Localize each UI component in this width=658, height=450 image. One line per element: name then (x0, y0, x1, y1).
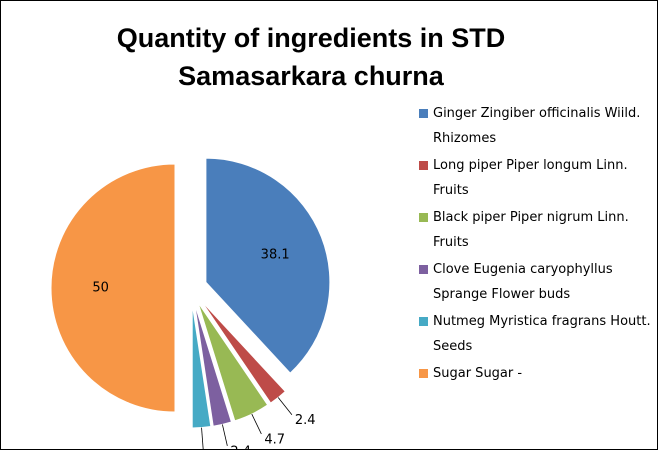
legend-swatch (419, 213, 428, 222)
legend-label: Sugar Sugar - (433, 366, 523, 381)
leader-line (251, 413, 262, 435)
legend-swatch (419, 317, 428, 326)
pie-slice (194, 303, 233, 427)
data-label: 50 (92, 281, 109, 296)
legend-entry: Long piper Piper longum Linn. Fruits (417, 153, 657, 205)
data-label: 38.1 (261, 247, 290, 262)
data-label: 2.4 (206, 448, 227, 449)
legend-entry: Clove Eugenia caryophyllus Sprange Flowe… (417, 257, 657, 309)
legend-label: Long piper Piper longum Linn. Fruits (433, 158, 628, 198)
data-label: 2.4 (295, 413, 316, 428)
data-label: 4.7 (264, 432, 285, 447)
legend-swatch (419, 161, 428, 170)
pie-slice (205, 157, 331, 374)
legend: Ginger Zingiber officinalis Wiild. Rhizo… (417, 101, 657, 413)
legend-entry: Black piper Piper nigrum Linn. Fruits (417, 205, 657, 257)
legend-swatch (419, 109, 428, 118)
legend-entry: Ginger Zingiber officinalis Wiild. Rhizo… (417, 101, 657, 153)
legend-swatch (419, 369, 428, 378)
data-label: 2.4 (230, 444, 251, 449)
leader-line (201, 427, 204, 449)
legend-label: Ginger Zingiber officinalis Wiild. Rhizo… (433, 106, 641, 146)
legend-label: Black piper Piper nigrum Linn. Fruits (433, 210, 629, 250)
legend-label: Nutmeg Myristica fragrans Houtt. Seeds (433, 314, 651, 354)
legend-label: Clove Eugenia caryophyllus Sprange Flowe… (433, 262, 613, 302)
leader-line (277, 397, 293, 415)
leader-line (222, 424, 228, 446)
chart-title: Quantity of ingredients in STD Samasarka… (116, 23, 506, 91)
legend-entry: Sugar Sugar - (417, 361, 657, 413)
legend-entry: Nutmeg Myristica fragrans Houtt. Seeds (417, 309, 657, 361)
legend-swatch (419, 265, 428, 274)
pie-slice (50, 163, 176, 413)
